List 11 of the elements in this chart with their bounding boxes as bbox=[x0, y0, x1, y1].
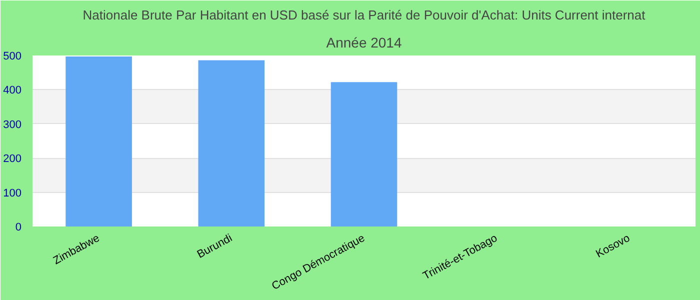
y-tick-label: 500 bbox=[3, 50, 22, 62]
y-tick-label: 400 bbox=[3, 84, 22, 97]
chart-subtitle: Année 2014 bbox=[326, 34, 402, 50]
bar bbox=[330, 82, 398, 226]
bar bbox=[198, 60, 265, 226]
y-tick-label: 0 bbox=[15, 222, 22, 234]
chart-title: Nationale Brute Par Habitant en USD basé sur la Parité de Pouvoir d'Achat: Units Current internat bbox=[82, 8, 646, 22]
y-tick-label: 100 bbox=[3, 187, 22, 200]
y-tick-label: 300 bbox=[3, 118, 22, 131]
bar bbox=[66, 56, 132, 226]
y-tick-label: 200 bbox=[3, 153, 22, 166]
